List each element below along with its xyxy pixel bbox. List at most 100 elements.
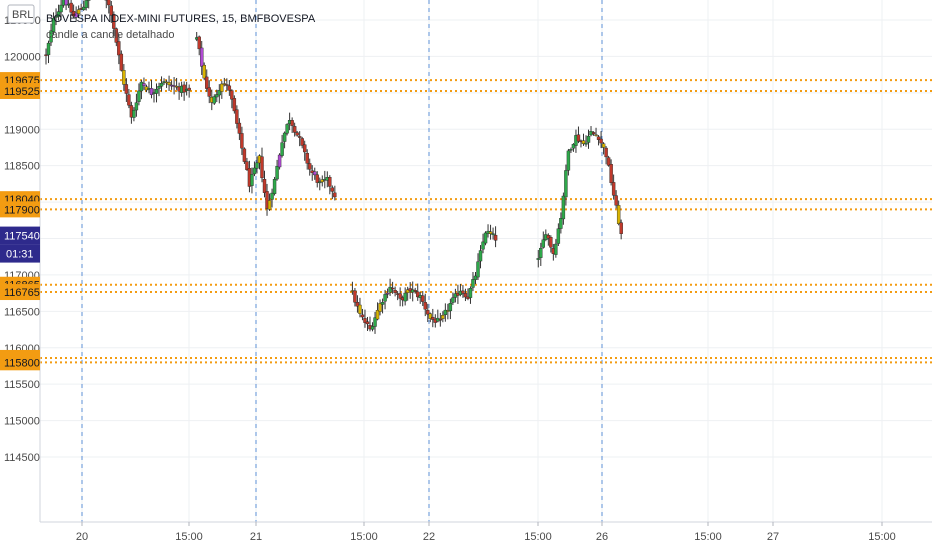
- candle-body[interactable]: [76, 9, 81, 14]
- candle-body[interactable]: [375, 310, 380, 320]
- candle-body[interactable]: [491, 233, 495, 235]
- candle-body[interactable]: [441, 314, 445, 319]
- candle-body[interactable]: [122, 70, 126, 85]
- candle-body[interactable]: [205, 76, 209, 89]
- candle-body[interactable]: [556, 228, 561, 244]
- candle-body[interactable]: [225, 84, 229, 86]
- candle-body[interactable]: [586, 135, 591, 143]
- candle-body[interactable]: [157, 86, 161, 89]
- candle-body[interactable]: [541, 239, 546, 248]
- candle-body[interactable]: [601, 143, 606, 148]
- candle-body[interactable]: [426, 310, 430, 315]
- candle-body[interactable]: [471, 279, 475, 288]
- candle-body[interactable]: [473, 275, 478, 280]
- candle-body[interactable]: [212, 96, 216, 104]
- candle-body[interactable]: [388, 286, 392, 293]
- candle-body[interactable]: [59, 4, 63, 13]
- candle-body[interactable]: [64, 0, 68, 6]
- candle-body[interactable]: [202, 64, 206, 79]
- candle-body[interactable]: [606, 157, 611, 166]
- candle-body[interactable]: [174, 85, 179, 88]
- candle-body[interactable]: [546, 235, 551, 239]
- candle-body[interactable]: [315, 174, 319, 183]
- candle-body[interactable]: [154, 88, 159, 94]
- candle-body[interactable]: [385, 292, 390, 295]
- candle-body[interactable]: [416, 291, 420, 298]
- candle-body[interactable]: [431, 316, 435, 320]
- candle-body[interactable]: [132, 109, 136, 118]
- candle-body[interactable]: [405, 289, 410, 293]
- candle-body[interactable]: [493, 234, 498, 241]
- candle-body[interactable]: [569, 149, 573, 151]
- candle-body[interactable]: [265, 191, 269, 209]
- candle-body[interactable]: [242, 148, 247, 162]
- candle-body[interactable]: [370, 326, 375, 330]
- candle-body[interactable]: [451, 297, 455, 303]
- candle-body[interactable]: [483, 232, 488, 244]
- candle-body[interactable]: [81, 6, 86, 10]
- candle-body[interactable]: [383, 294, 387, 302]
- candle-body[interactable]: [230, 90, 234, 100]
- candle-body[interactable]: [591, 132, 596, 135]
- candle-body[interactable]: [461, 290, 465, 294]
- candle-body[interactable]: [328, 177, 332, 187]
- candle-body[interactable]: [428, 313, 432, 319]
- candle-body[interactable]: [614, 195, 618, 206]
- candle-body[interactable]: [365, 321, 370, 325]
- candle-body[interactable]: [313, 171, 317, 176]
- candle-body[interactable]: [267, 200, 272, 210]
- candle-body[interactable]: [272, 179, 277, 194]
- candle-body[interactable]: [564, 170, 568, 198]
- candle-body[interactable]: [86, 0, 91, 1]
- candle-body[interactable]: [255, 162, 259, 169]
- candle-body[interactable]: [197, 36, 201, 50]
- candle-body[interactable]: [114, 28, 119, 43]
- candle-body[interactable]: [481, 241, 485, 250]
- candle-body[interactable]: [476, 261, 480, 278]
- candle-body[interactable]: [277, 154, 282, 168]
- candle-body[interactable]: [413, 290, 417, 292]
- candle-body[interactable]: [137, 90, 141, 102]
- candle-body[interactable]: [353, 290, 357, 303]
- candle-body[interactable]: [245, 161, 249, 170]
- candle-body[interactable]: [159, 83, 164, 87]
- candle-body[interactable]: [69, 2, 73, 13]
- candle-body[interactable]: [478, 250, 483, 262]
- last-price-tag[interactable]: [0, 226, 40, 245]
- candle-body[interactable]: [333, 192, 337, 198]
- candle-body[interactable]: [54, 16, 58, 18]
- candle-body[interactable]: [117, 41, 121, 56]
- candle-body[interactable]: [463, 293, 468, 298]
- candle-body[interactable]: [112, 14, 116, 29]
- candle-body[interactable]: [282, 132, 287, 142]
- candle-body[interactable]: [488, 231, 493, 235]
- candle-body[interactable]: [240, 133, 244, 149]
- candle-body[interactable]: [616, 205, 621, 225]
- candle-body[interactable]: [330, 187, 335, 192]
- candle-body[interactable]: [290, 120, 294, 126]
- candle-body[interactable]: [549, 236, 553, 248]
- candle-body[interactable]: [124, 84, 129, 94]
- candle-body[interactable]: [305, 152, 309, 164]
- candle-body[interactable]: [200, 47, 204, 67]
- candle-body[interactable]: [235, 109, 239, 124]
- candle-body[interactable]: [300, 138, 304, 146]
- candle-body[interactable]: [423, 302, 427, 310]
- candle-body[interactable]: [275, 166, 279, 180]
- candle-body[interactable]: [566, 150, 571, 171]
- candle-body[interactable]: [280, 142, 284, 156]
- candle-body[interactable]: [403, 292, 407, 302]
- candle-body[interactable]: [217, 90, 222, 96]
- candle-body[interactable]: [44, 54, 48, 56]
- candle-body[interactable]: [142, 83, 146, 86]
- candle-body[interactable]: [611, 182, 616, 196]
- candle-body[interactable]: [604, 147, 608, 158]
- candle-body[interactable]: [358, 304, 362, 314]
- level-price-tag[interactable]: [0, 284, 40, 301]
- candle-body[interactable]: [596, 136, 601, 140]
- candle-body[interactable]: [373, 317, 377, 327]
- candle-body[interactable]: [187, 87, 191, 91]
- candle-body[interactable]: [363, 318, 367, 323]
- candle-body[interactable]: [107, 0, 111, 6]
- candle-body[interactable]: [134, 102, 139, 111]
